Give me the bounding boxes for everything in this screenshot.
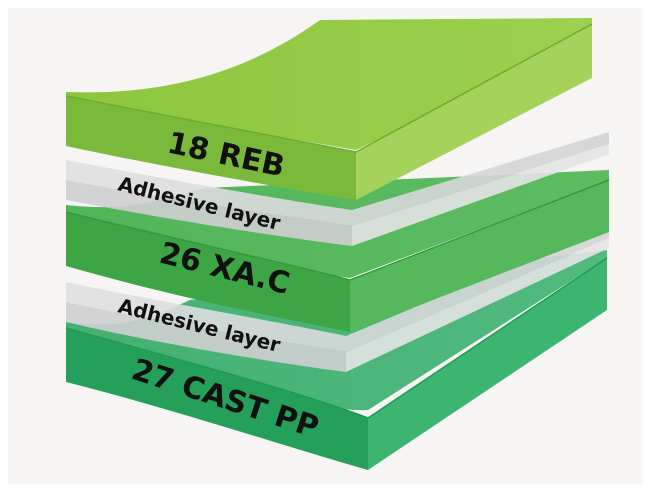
layer-adhesive-lower [66,226,609,372]
layer-26-front-face [66,212,350,332]
adhesive-upper-top-face [66,132,609,226]
layer-adhesive-upper [66,132,609,246]
adhesive-upper-side-face [352,144,609,246]
layer-18-front-face [66,96,356,200]
layer-26-side-face [350,180,609,332]
adhesive-upper-front-face [66,180,352,246]
layer-27-front-face [66,328,368,470]
layer-27-side-face [368,258,607,470]
layer-26-top-edge [65,179,610,281]
layer-27-top-edge [65,257,608,419]
layer-18-top-edge [65,23,593,153]
layer-18-reb [65,18,593,200]
adhesive-lower-front-face [66,302,346,372]
layer-18-side-face [356,24,592,200]
adhesive-lower-side-face [346,238,609,372]
layer-18-top-face [66,18,592,150]
adhesive-lower-top-face [66,226,609,352]
